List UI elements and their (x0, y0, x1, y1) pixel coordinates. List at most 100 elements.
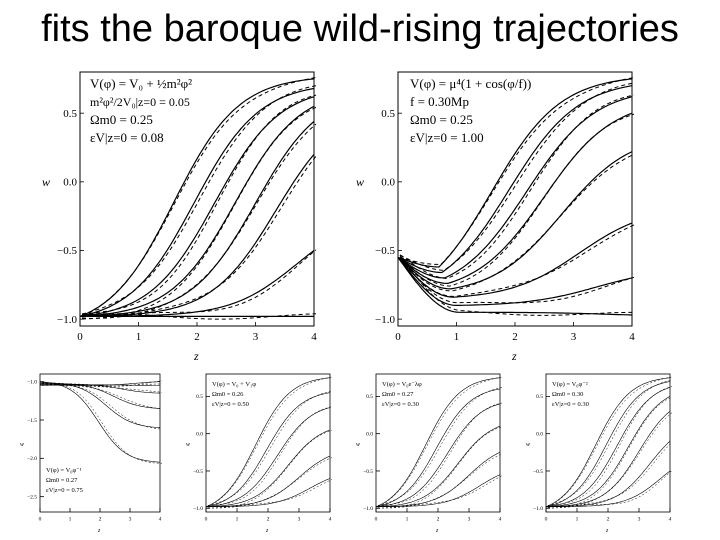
x-axis-label: z (435, 528, 439, 534)
x-tick-label: 3 (298, 517, 301, 523)
x-tick-label: 0 (545, 517, 548, 523)
series-line-dashed (399, 224, 635, 297)
x-tick-label: 1 (236, 517, 239, 523)
series-line-dashed (547, 442, 673, 509)
y-tick-label: 0.0 (536, 432, 543, 438)
y-tick-label: −0.5 (375, 245, 395, 257)
x-tick-label: 0 (395, 331, 401, 343)
x-axis-label: z (605, 528, 609, 534)
x-tick-label: 4 (669, 517, 672, 523)
series-line (397, 78, 633, 268)
series-line-dashed (207, 376, 333, 508)
x-tick-label: 0 (375, 517, 378, 523)
series-line-dashed (399, 257, 635, 304)
curve-group (397, 77, 635, 316)
chart-panel-bottom-4: 0 1 2 3 4 0.5 0.0 −0.5 −1.0 V(φ) = V₀φ⁻² Ωm0 = 0… (526, 373, 673, 534)
y-tick-label: 0.0 (63, 177, 77, 189)
y-tick-label: −2.5 (27, 495, 37, 501)
series-line-dashed (547, 386, 673, 506)
legend-box: V(φ) = V₀ + ½m²φ² m²φ²/2V₀|z=0 = 0.05 Ωm… (90, 76, 192, 145)
y-tick-label: 0.0 (366, 432, 373, 438)
x-tick-label: 1 (69, 517, 72, 523)
legend-box: V(φ) = μ⁴(1 + cos(φ/f)) f = 0.30Mp Ωm0 =… (410, 76, 531, 145)
y-tick-label: 0.0 (381, 177, 395, 189)
chart-panel-bottom-2: 0 1 2 3 4 0.5 0.0 −0.5 −1.0 V(φ) = V₀ + V₁φ Ωm0 … (186, 373, 333, 534)
annotation-epsilon: εV|z=0 = 0.08 (90, 130, 164, 145)
x-tick-label: 1 (136, 331, 142, 343)
tick-group: 0 1 2 3 4 0.5 0.0 −0.5 −1.0 (533, 394, 672, 522)
curve-group (375, 376, 503, 509)
annotation-epsilon: εV|z=0 = 0.75 (46, 487, 83, 494)
x-tick-label: 1 (576, 517, 579, 523)
y-tick-label: −1.0 (375, 314, 395, 326)
x-tick-label: 4 (329, 517, 332, 523)
series-line (545, 396, 671, 508)
series-line (206, 455, 331, 508)
series-line (39, 382, 161, 428)
series-line-dashed (399, 255, 634, 316)
y-tick-label: −1.0 (57, 314, 77, 326)
y-tick-label: 0.5 (366, 394, 373, 400)
series-line (39, 381, 161, 463)
annotation-omega: Ωm0 = 0.27 (46, 477, 78, 484)
series-line-dashed (82, 123, 317, 319)
series-line-dashed (547, 376, 673, 508)
series-line (80, 250, 315, 317)
y-tick-label: −1.0 (363, 506, 373, 512)
chart-panel-bottom-3: 0 1 2 3 4 0.5 0.0 −0.5 −1.0 V(φ) = V₀e⁻λφ Ωm0 = … (356, 373, 503, 534)
x-tick-label: 2 (194, 331, 200, 343)
y-tick-label: −0.5 (533, 469, 543, 475)
series-line (546, 470, 671, 508)
curve-group (39, 380, 163, 464)
series-line (205, 392, 331, 508)
series-line-dashed (547, 379, 673, 506)
tick-group: 0 1 2 3 4 0.5 0.0 −0.5 −1.0 (363, 394, 502, 522)
x-tick-label: 1 (454, 331, 460, 343)
series-line-dashed (378, 426, 503, 508)
annotation-omega: Ωm0 = 0.25 (410, 112, 473, 127)
annotation-potential: V(φ) = V₀φ⁻² (552, 381, 588, 388)
series-line-dashed (81, 155, 317, 320)
y-axis-label: w (526, 442, 530, 448)
annotation-ratio: m²φ²/2V₀|z=0 = 0.05 (90, 95, 190, 109)
tick-group: 0 1 2 3 4 −1.0 −1.5 −2.0 −2.5 (27, 380, 162, 523)
series-line (397, 257, 633, 306)
series-line (545, 377, 671, 508)
series-line (375, 403, 501, 508)
chart-panel-bottom-1: 0 1 2 3 4 −1.0 −1.5 −2.0 −2.5 V(φ) = V₀φ⁻¹ Ωm0 =… (20, 373, 163, 534)
x-tick-label: 3 (571, 331, 577, 343)
x-tick-label: 0 (205, 517, 208, 523)
series-line (206, 478, 331, 508)
y-tick-label: 0.5 (63, 108, 77, 120)
y-tick-label: −0.5 (57, 245, 77, 257)
series-line-dashed (81, 94, 317, 315)
annotation-potential: V(φ) = V₀ + ½m²φ² (90, 76, 192, 91)
annotation-potential: V(φ) = V₀e⁻λφ (382, 381, 422, 388)
x-axis-label: z (511, 349, 517, 363)
x-tick-label: 3 (468, 517, 471, 523)
x-tick-label: 2 (267, 517, 270, 523)
annotation-epsilon: εV|z=0 = 0.30 (382, 401, 419, 408)
series-line (545, 381, 671, 508)
series-line (397, 257, 633, 316)
series-line (397, 96, 633, 279)
plot-frame (79, 71, 315, 327)
series-line-dashed (81, 77, 317, 317)
tick-group: 0 1 2 3 4 0.5 0.0 −0.5 −1.0 (57, 108, 317, 343)
series-line (375, 425, 501, 508)
annotation-potential: V(φ) = μ⁴(1 + cos(φ/f)) (410, 76, 531, 91)
x-tick-label: 2 (437, 517, 440, 523)
series-line (79, 120, 315, 317)
series-line (397, 85, 633, 274)
annotation-epsilon: εV|z=0 = 0.50 (212, 401, 249, 408)
series-line (205, 429, 331, 508)
y-tick-label: 0.5 (536, 394, 543, 400)
series-line (40, 381, 160, 386)
x-tick-label: 4 (311, 331, 317, 343)
series-line-dashed (547, 470, 673, 508)
series-line (545, 387, 671, 508)
series-line-dashed (399, 82, 635, 271)
series-line (546, 440, 671, 508)
series-line (205, 377, 331, 508)
curve-group (205, 376, 333, 509)
